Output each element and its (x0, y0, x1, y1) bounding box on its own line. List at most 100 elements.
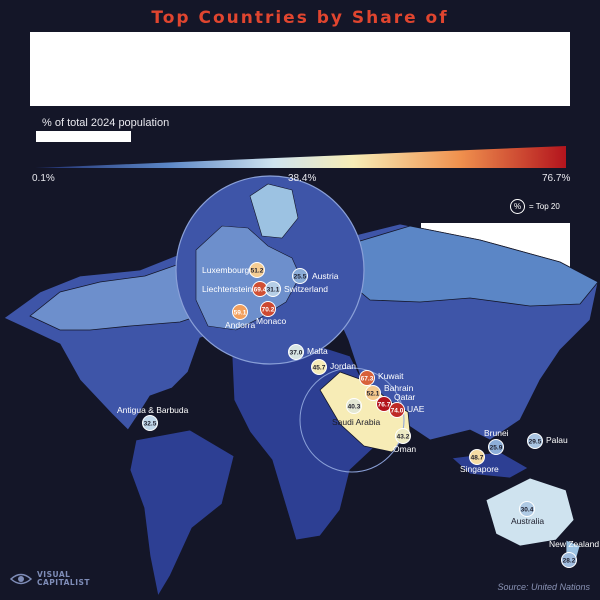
marker-value-oman: 43.2 (397, 433, 410, 440)
country-label-liechtenstein: Liechtenstein (202, 284, 252, 294)
marker-value-liechtenstein: 69.4 (254, 286, 267, 293)
country-label-jordan: Jordan (330, 361, 356, 371)
country-label-monaco: Monaco (256, 316, 287, 326)
europe-inset (175, 175, 365, 365)
marker-value-monaco: 70.2 (262, 306, 275, 313)
middle-east-inset (299, 367, 405, 473)
chart-title: Top Countries by Share of (151, 8, 449, 28)
marker-value-luxembourg: 51.2 (251, 267, 264, 274)
marker-circle-new-zealand (561, 552, 577, 568)
middle-east (319, 371, 411, 453)
country-label-luxembourg: Luxembourg (202, 265, 250, 275)
marker-value-uae: 74.0 (391, 407, 404, 414)
country-label-singapore: Singapore (460, 464, 499, 474)
marker-circle-malta (288, 344, 304, 360)
country-label-malta: Malta (307, 346, 328, 356)
marker-circle-australia (519, 501, 535, 517)
marker-andorra: 59.1 Andorra (225, 304, 256, 330)
marker-value-antigua-barbuda: 32.5 (144, 420, 157, 427)
marker-value-austria: 25.5 (294, 273, 307, 280)
country-label-antigua-barbuda: Antigua & Barbuda (117, 405, 189, 415)
brand-logo: VISUAL CAPITALIST (10, 571, 90, 587)
marker-oman: 43.2 Oman (393, 428, 416, 454)
marker-circle-antigua-barbuda (142, 415, 158, 431)
marker-bahrain: 52.1 Bahrain (365, 383, 414, 401)
marker-circle-jordan (311, 359, 327, 375)
country-label-palau: Palau (546, 435, 568, 445)
legend-mid-label: 38.4% (288, 173, 317, 184)
marker-value-saudi-arabia: 40.3 (348, 403, 361, 410)
marker-jordan: 45.7 Jordan (311, 359, 356, 375)
marker-circle-switzerland (265, 281, 281, 297)
legend-min-label: 0.1% (32, 173, 55, 184)
country-label-austria: Austria (312, 271, 339, 281)
marker-circle-andorra (232, 304, 248, 320)
legend-caption: % of total 2024 population (42, 117, 170, 129)
country-label-bahrain: Bahrain (384, 383, 414, 393)
marker-new-zealand: 28.2 New Zealand (549, 539, 599, 568)
inset-scandinavia (249, 183, 299, 239)
marker-circle-bahrain (365, 385, 381, 401)
marker-kuwait: 67.3 Kuwait (359, 370, 404, 386)
marker-circle-singapore (469, 449, 485, 465)
marker-circle-luxembourg (249, 262, 265, 278)
logo-line1: VISUAL (37, 570, 71, 579)
logo-line2: CAPITALIST (37, 578, 91, 587)
marker-uae: 74.0 UAE (389, 402, 425, 418)
marker-value-malta: 37.0 (290, 349, 303, 356)
top20-key-text: = Top 20 (529, 202, 560, 211)
top20-key: % = Top 20 (510, 199, 560, 214)
country-label-andorra: Andorra (225, 320, 256, 330)
title-subtitle-panel (30, 32, 570, 106)
marker-value-jordan: 45.7 (313, 364, 326, 371)
marker-value-brunei: 25.9 (490, 444, 503, 451)
marker-value-bahrain: 52.1 (367, 390, 380, 397)
marker-palau: 29.5 Palau (527, 433, 568, 449)
caption-panel (36, 131, 131, 142)
marker-circle-kuwait (359, 370, 375, 386)
country-label-brunei: Brunei (484, 428, 509, 438)
marker-circle-austria (292, 268, 308, 284)
marker-austria: 25.5 Austria (292, 268, 339, 284)
marker-circle-saudi-arabia (346, 398, 362, 414)
marker-malta: 37.0 Malta (288, 344, 328, 360)
country-label-switzerland: Switzerland (284, 284, 328, 294)
marker-value-andorra: 59.1 (234, 309, 247, 316)
top20-key-symbol: % (510, 199, 525, 214)
marker-circle-monaco (260, 301, 276, 317)
marker-value-singapore: 48.7 (471, 454, 484, 461)
country-label-qatar: Qatar (394, 392, 415, 402)
legend-gradient-bar (35, 146, 566, 168)
marker-switzerland: 31.1 Switzerland (265, 281, 328, 297)
source-note: Source: United Nations (497, 582, 590, 592)
marker-circle-uae (389, 402, 405, 418)
marker-value-new-zealand: 28.2 (563, 557, 576, 564)
country-label-uae: UAE (407, 404, 425, 414)
marker-circle-brunei (488, 439, 504, 455)
marker-singapore: 48.7 Singapore (460, 449, 499, 474)
south-america (129, 429, 235, 598)
russia (345, 225, 599, 307)
marker-value-australia: 30.4 (521, 506, 534, 513)
marker-value-switzerland: 31.1 (267, 286, 280, 293)
marker-value-qatar: 76.7 (378, 401, 391, 408)
marker-antigua-barbuda: 32.5 Antigua & Barbuda (117, 405, 189, 431)
legend-max-label: 76.7% (542, 173, 571, 184)
country-label-australia: Australia (511, 516, 544, 526)
country-label-oman: Oman (393, 444, 416, 454)
marker-saudi-arabia: 40.3 Saudi Arabia (332, 398, 380, 427)
marker-circle-qatar (376, 396, 392, 412)
country-label-new-zealand: New Zealand (549, 539, 599, 549)
marker-australia: 30.4 Australia (511, 501, 544, 526)
middle-east-inset-frame (299, 367, 405, 473)
marker-value-palau: 29.5 (529, 438, 542, 445)
marker-circle-oman (395, 428, 411, 444)
marker-monaco: 70.2 Monaco (256, 301, 287, 326)
marker-value-kuwait: 67.3 (361, 375, 374, 382)
marker-circle-palau (527, 433, 543, 449)
logo-icon (10, 573, 32, 585)
country-label-kuwait: Kuwait (378, 371, 404, 381)
